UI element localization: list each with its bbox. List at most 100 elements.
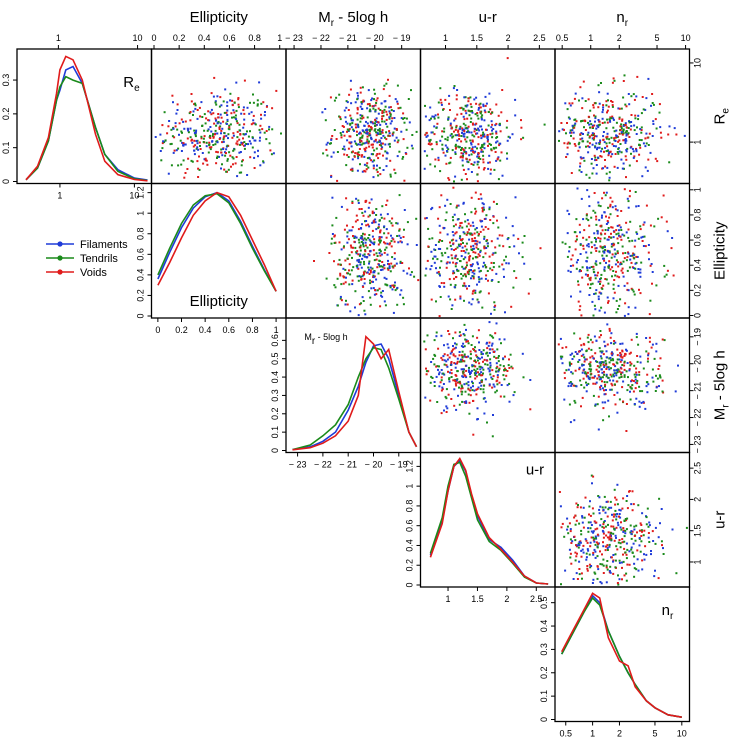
scatter-point-filaments	[402, 269, 405, 272]
scatter-point-voids	[598, 291, 601, 294]
scatter-point-voids	[618, 139, 621, 142]
scatter-point-filaments	[572, 131, 575, 134]
scatter-point-tendrils	[243, 147, 246, 150]
scatter-point-voids	[459, 224, 462, 227]
scatter-point-voids	[217, 116, 220, 119]
scatter-point-filaments	[448, 94, 451, 97]
scatter-point-tendrils	[445, 397, 448, 400]
scatter-point-filaments	[471, 149, 474, 152]
scatter-point-tendrils	[368, 134, 371, 137]
scatter-point-tendrils	[472, 163, 475, 166]
scatter-point-filaments	[451, 304, 454, 307]
scatter-point-tendrils	[326, 154, 329, 157]
scatter-point-tendrils	[627, 236, 630, 239]
scatter-point-voids	[490, 240, 493, 243]
scatter-point-voids	[462, 250, 465, 252]
scatter-point-tendrils	[379, 250, 382, 253]
scatter-point-tendrils	[226, 159, 229, 162]
scatter-point-voids	[214, 133, 216, 136]
scatter-point-voids	[657, 577, 660, 580]
scatter-point-tendrils	[585, 350, 588, 353]
scatter-point-filaments	[588, 195, 591, 198]
scatter-point-voids	[593, 137, 595, 140]
scatter-point-tendrils	[497, 356, 500, 359]
scatter-point-voids	[614, 403, 617, 406]
scatter-point-filaments	[253, 122, 256, 125]
scatter-point-tendrils	[590, 348, 593, 351]
scatter-point-voids	[646, 136, 649, 139]
scatter-point-tendrils	[489, 366, 492, 369]
scatter-point-filaments	[613, 369, 616, 372]
scatter-point-voids	[213, 122, 216, 125]
scatter-point-tendrils	[624, 529, 627, 532]
scatter-point-filaments	[589, 521, 592, 524]
scatter-point-tendrils	[620, 263, 623, 265]
scatter-point-filaments	[597, 201, 600, 204]
scatter-point-voids	[462, 148, 465, 151]
scatter-point-tendrils	[263, 131, 266, 134]
scatter-point-filaments	[625, 150, 628, 153]
scatter-point-tendrils	[521, 241, 524, 244]
scatter-point-tendrils	[352, 128, 355, 131]
scatter-point-tendrils	[607, 99, 609, 102]
scatter-point-voids	[594, 247, 597, 250]
scatter-point-voids	[506, 57, 509, 60]
scatter-point-filaments	[589, 500, 591, 503]
scatter-point-tendrils	[615, 233, 618, 236]
scatter-point-voids	[586, 371, 589, 374]
scatter-point-voids	[672, 274, 675, 277]
scatter-point-voids	[235, 142, 238, 145]
scatter-point-filaments	[395, 136, 398, 139]
scatter-point-filaments	[448, 380, 451, 383]
scatter-point-tendrils	[474, 113, 477, 116]
scatter-point-voids	[391, 224, 394, 227]
scatter-point-tendrils	[427, 227, 430, 230]
scatter-point-filaments	[200, 101, 203, 104]
scatter-point-tendrils	[600, 357, 603, 360]
scatter-point-voids	[577, 300, 580, 303]
scatter-point-filaments	[617, 107, 620, 110]
scatter-point-filaments	[195, 140, 198, 142]
scatter-point-tendrils	[471, 134, 474, 137]
scatter-point-filaments	[503, 275, 505, 278]
scatter-point-voids	[353, 155, 356, 158]
scatter-point-voids	[368, 273, 371, 275]
scatter-point-filaments	[350, 102, 353, 105]
scatter-point-tendrils	[471, 389, 474, 392]
scatter-point-tendrils	[398, 229, 401, 232]
scatter-point-tendrils	[229, 92, 232, 95]
scatter-panel-Mr-ur	[419, 317, 556, 454]
scatter-point-tendrils	[322, 152, 325, 155]
scatter-point-filaments	[571, 358, 574, 360]
scatter-point-filaments	[452, 234, 455, 237]
scatter-point-filaments	[639, 268, 642, 271]
scatter-point-filaments	[393, 127, 396, 130]
scatter-point-filaments	[618, 150, 621, 153]
scatter-point-filaments	[592, 167, 595, 170]
scatter-point-voids	[572, 384, 575, 387]
scatter-point-voids	[639, 228, 642, 231]
scatter-point-voids	[631, 509, 634, 512]
scatter-point-filaments	[430, 361, 433, 363]
scatter-point-filaments	[367, 206, 370, 209]
scatter-point-tendrils	[593, 537, 596, 540]
scatter-point-tendrils	[584, 100, 587, 102]
scatter-point-filaments	[472, 244, 475, 247]
scatter-point-tendrils	[480, 353, 483, 356]
scatter-point-tendrils	[585, 372, 588, 375]
scatter-point-filaments	[462, 376, 465, 378]
scatter-point-tendrils	[385, 246, 388, 249]
scatter-point-filaments	[628, 550, 631, 553]
scatter-point-voids	[605, 363, 608, 366]
scatter-point-voids	[379, 305, 382, 308]
scatter-point-filaments	[591, 143, 594, 146]
scatter-point-filaments	[372, 176, 375, 179]
scatter-point-filaments	[440, 334, 443, 337]
scatter-point-filaments	[465, 364, 468, 367]
scatter-point-tendrils	[228, 128, 231, 131]
scatter-point-tendrils	[468, 147, 471, 150]
scatter-point-filaments	[480, 150, 483, 153]
scatter-point-tendrils	[565, 132, 567, 135]
scatter-point-filaments	[479, 125, 482, 128]
scatter-point-voids	[632, 252, 635, 255]
